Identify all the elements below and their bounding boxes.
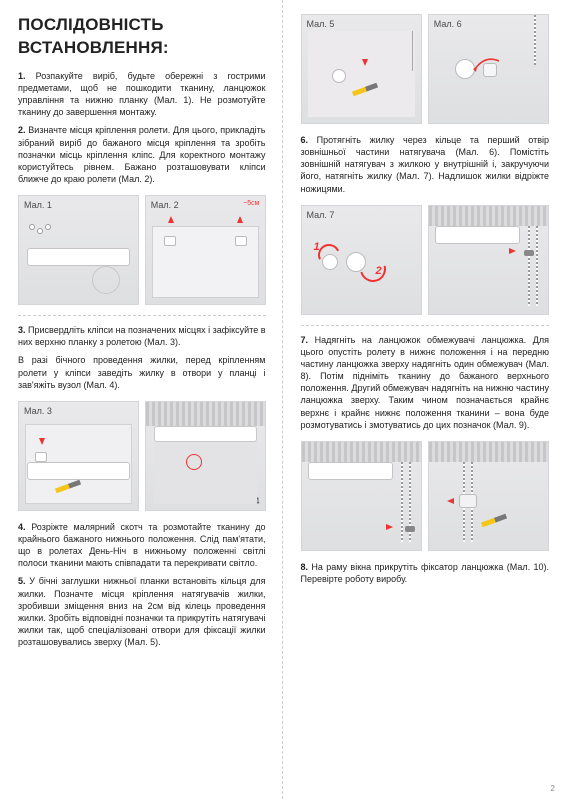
figure-label: Мал. 3 (24, 405, 52, 417)
figure-6: Мал. 6 (428, 14, 549, 124)
step-6: 6. Протягніть жилку через кільце та перш… (301, 134, 550, 195)
figure-label: Мал. 7 (307, 209, 335, 221)
figure-4: Мал. 4 (145, 401, 266, 511)
figure-9: Мал. 9 (301, 441, 422, 551)
step-8: 8. На раму вікна прикрутіть фіксатор лан… (301, 561, 550, 585)
page-number: 2 (551, 784, 555, 793)
fig-row-3-4: Мал. 3 Мал. 4 (18, 401, 266, 511)
figure-label: Мал. 5 (307, 18, 335, 30)
step-3b: В разі бічного проведення жилки, перед к… (18, 354, 266, 390)
fig-row-7-8: Мал. 7 1 2 Мал. 8 (301, 205, 550, 315)
figure-label: Мал. 2 (151, 199, 179, 211)
left-column: ПОСЛІДОВНІСТЬ ВСТАНОВЛЕННЯ: 1. Розпакуйт… (0, 0, 283, 799)
step-3: 3. Присвердліть кліпси на позначених міс… (18, 324, 266, 348)
step-2: 2. Визначте місця кріплення ролети. Для … (18, 124, 266, 185)
step-5: 5. У бічні заглушки нижньої планки встан… (18, 575, 266, 648)
figure-1: Мал. 1 (18, 195, 139, 305)
fig-row-1-2: Мал. 1 Мал. 2 ~5см (18, 195, 266, 305)
right-column: Мал. 5 Мал. 6 6. Протягніть жилку через … (283, 0, 565, 799)
figure-label: Мал. 1 (24, 199, 52, 211)
fig-row-5-6: Мал. 5 Мал. 6 (301, 14, 550, 124)
figure-8: Мал. 8 (428, 205, 549, 315)
figure-2: Мал. 2 ~5см (145, 195, 266, 305)
fig-row-9-10: Мал. 9 Мал. 10 (301, 441, 550, 551)
figure-10: Мал. 10 (428, 441, 549, 551)
figure-7: Мал. 7 1 2 (301, 205, 422, 315)
step-1: 1. Розпакуйте виріб, будьте обережні з г… (18, 70, 266, 119)
page-title: ПОСЛІДОВНІСТЬ ВСТАНОВЛЕННЯ: (18, 14, 266, 60)
step-4: 4. Розріжте малярний скотч та розмотайте… (18, 521, 266, 570)
figure-5: Мал. 5 (301, 14, 422, 124)
figure-3: Мал. 3 (18, 401, 139, 511)
dimension-label: ~5см (243, 199, 259, 208)
step-7: 7. Надягніть на ланцюжок обмежувачі ланц… (301, 334, 550, 431)
